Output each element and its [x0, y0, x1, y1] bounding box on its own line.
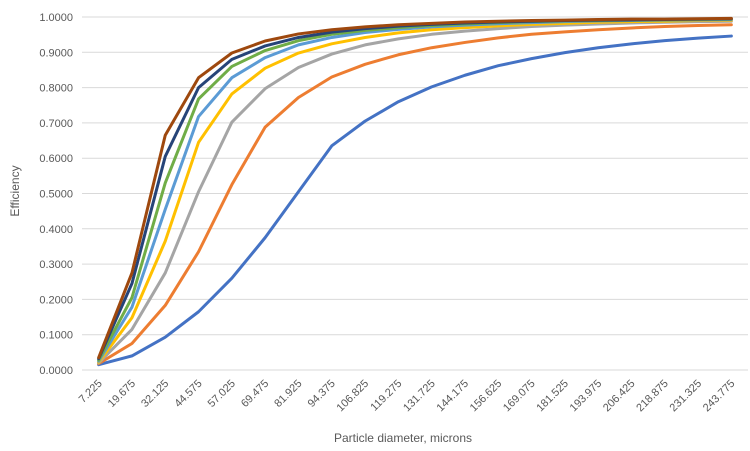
x-tick-label: 57.025 — [206, 378, 238, 410]
series-line-4 — [97, 18, 733, 364]
y-axis-title: Efficiency — [8, 165, 22, 216]
x-tick-label: 231.325 — [668, 378, 705, 415]
y-tick-label: 0.7000 — [39, 118, 73, 130]
series-line-6 — [97, 17, 733, 362]
x-tick-label: 181.525 — [534, 378, 571, 415]
y-tick-label: 0.8000 — [39, 83, 73, 95]
series-line-5 — [97, 17, 733, 363]
x-tick-label: 119.275 — [368, 378, 404, 414]
x-tick-label: 131.725 — [401, 378, 438, 415]
x-tick-label: 19.675 — [106, 378, 138, 410]
x-tick-label: 243.775 — [701, 378, 738, 415]
y-tick-label: 0.4000 — [39, 224, 73, 236]
y-tick-label: 0.6000 — [39, 153, 73, 165]
y-axis-ticks: 0.0000 0.1000 0.2000 0.3000 0.4000 0.5000 0.60… — [39, 12, 73, 377]
y-tick-label: 0.1000 — [39, 330, 73, 342]
series-line-7 — [97, 17, 733, 361]
x-tick-label: 69.475 — [239, 378, 271, 410]
y-tick-label: 0.2000 — [39, 294, 73, 306]
x-tick-label: 218.875 — [634, 378, 671, 415]
x-tick-label: 156.625 — [468, 378, 505, 415]
x-tick-label: 44.575 — [172, 378, 204, 410]
series-line-3 — [97, 19, 733, 365]
x-tick-label: 169.075 — [501, 378, 538, 415]
series-group — [97, 16, 733, 367]
x-tick-label: 206.425 — [601, 378, 638, 415]
x-axis-title: Particle diameter, microns — [334, 431, 472, 445]
x-tick-label: 106.825 — [335, 378, 372, 415]
x-tick-label: 94.375 — [306, 378, 338, 410]
series-line-1 — [97, 34, 733, 367]
x-tick-label: 144.175 — [434, 378, 471, 415]
x-tick-label: 32.125 — [139, 378, 171, 410]
series-line-2 — [97, 23, 733, 366]
y-tick-label: 0.5000 — [39, 189, 73, 201]
x-tick-label: 81.925 — [272, 378, 304, 410]
x-tick-label: 193.975 — [568, 378, 605, 415]
y-tick-label: 0.0000 — [39, 365, 73, 377]
y-tick-label: 0.3000 — [39, 259, 73, 271]
x-tick-label: 7.225 — [77, 378, 105, 406]
y-tick-label: 1.0000 — [39, 12, 73, 24]
y-tick-label: 0.9000 — [39, 47, 73, 59]
x-axis-ticks: 7.225 19.675 32.125 44.575 57.025 69.475 81.92… — [77, 378, 738, 415]
series-line-8 — [97, 16, 733, 360]
